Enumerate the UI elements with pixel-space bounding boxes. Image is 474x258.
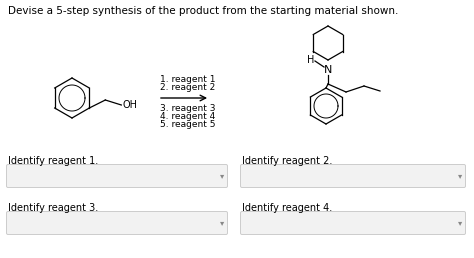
Text: 2. reagent 2: 2. reagent 2 (160, 83, 215, 92)
Text: Identify reagent 3.: Identify reagent 3. (8, 203, 98, 213)
Text: ▾: ▾ (220, 219, 224, 228)
Text: ▾: ▾ (220, 172, 224, 181)
Text: 5. reagent 5: 5. reagent 5 (160, 120, 216, 129)
Text: 1. reagent 1: 1. reagent 1 (160, 75, 216, 84)
FancyBboxPatch shape (240, 165, 465, 188)
Text: Identify reagent 4.: Identify reagent 4. (242, 203, 332, 213)
Text: 3. reagent 3: 3. reagent 3 (160, 104, 216, 113)
Text: N: N (324, 65, 332, 75)
Text: ▾: ▾ (458, 219, 462, 228)
Text: Identify reagent 1.: Identify reagent 1. (8, 156, 98, 166)
Text: 4. reagent 4: 4. reagent 4 (160, 112, 215, 121)
FancyBboxPatch shape (240, 212, 465, 235)
Text: H: H (307, 55, 314, 65)
FancyBboxPatch shape (7, 165, 228, 188)
Text: OH: OH (122, 100, 137, 110)
FancyBboxPatch shape (7, 212, 228, 235)
Text: ▾: ▾ (458, 172, 462, 181)
Text: Identify reagent 2.: Identify reagent 2. (242, 156, 332, 166)
Text: Devise a 5-step synthesis of the product from the starting material shown.: Devise a 5-step synthesis of the product… (8, 6, 398, 16)
